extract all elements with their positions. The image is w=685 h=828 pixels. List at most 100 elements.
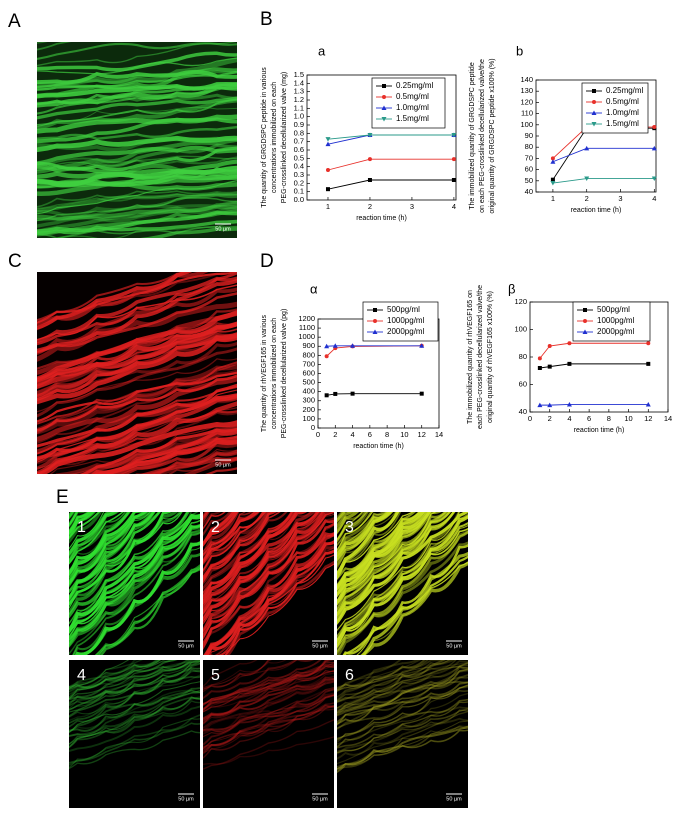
scale-label: 50 µm	[312, 796, 328, 802]
fiber	[337, 666, 468, 709]
micrograph	[69, 660, 200, 808]
legend-label: 1000pg/ml	[597, 316, 635, 325]
scale-label: 50 µm	[446, 643, 462, 649]
fiber	[69, 660, 139, 693]
y-tick-label: 1100	[299, 323, 315, 332]
fiber	[69, 512, 130, 564]
fiber	[69, 514, 200, 635]
fiber	[69, 512, 145, 583]
fiber	[93, 428, 237, 474]
marker	[381, 117, 387, 122]
fiber	[203, 663, 334, 712]
y-tick-label: 120	[514, 297, 527, 306]
fiber	[203, 512, 246, 553]
x-tick-label: 14	[435, 430, 443, 439]
fiber	[69, 512, 178, 616]
marker	[550, 156, 555, 161]
fiber	[37, 156, 237, 168]
marker	[372, 329, 378, 334]
fiber	[37, 114, 237, 134]
fiber	[74, 541, 200, 655]
marker	[419, 391, 424, 396]
y-tick-label: 50	[525, 176, 533, 185]
fiber	[37, 407, 237, 470]
fiber	[337, 524, 468, 649]
marker	[325, 187, 330, 192]
fiber	[337, 662, 468, 714]
fiber	[203, 512, 240, 557]
x-axis-label: reaction time (h)	[574, 427, 625, 434]
legend-label: 500pg/ml	[387, 305, 420, 314]
x-axis-label: reaction time (h)	[353, 443, 404, 450]
image-number: 3	[345, 519, 354, 536]
fiber	[69, 660, 160, 699]
fiber	[337, 530, 468, 655]
fiber	[69, 696, 200, 748]
fiber	[337, 512, 400, 578]
fiber	[69, 681, 200, 733]
marker	[325, 141, 331, 147]
y-tick-label: 0.4	[294, 162, 304, 171]
marker	[646, 341, 651, 346]
fiber	[337, 512, 426, 590]
marker	[582, 329, 588, 334]
fiber	[49, 425, 237, 474]
fiber	[337, 669, 468, 716]
series-line	[327, 134, 454, 140]
fiber	[37, 57, 237, 75]
fiber	[17, 18, 257, 33]
fiber	[91, 436, 237, 474]
y-tick-label: 60	[525, 165, 533, 174]
x-tick-label: 6	[368, 430, 372, 439]
fiber	[37, 393, 237, 462]
fiber	[69, 675, 200, 728]
legend-label: 1.0mg/ml	[606, 108, 639, 117]
fiber	[69, 660, 161, 691]
marker	[651, 145, 657, 151]
marker	[550, 177, 555, 182]
fiber	[69, 696, 200, 737]
fiber	[37, 106, 237, 128]
x-tick-label: 4	[350, 430, 354, 439]
fiber	[204, 467, 237, 474]
y-tick-label: 200	[302, 405, 315, 414]
legend-label: 0.25mg/ml	[396, 81, 434, 90]
fiber	[337, 512, 430, 598]
x-tick-label: 6	[587, 414, 591, 423]
fiber	[69, 661, 200, 710]
fiber	[69, 689, 200, 734]
y-tick-label: 60	[519, 379, 527, 388]
fiber	[337, 692, 468, 745]
fiber	[69, 512, 140, 577]
y-tick-label: 300	[302, 396, 315, 405]
y-tick-label: 70	[525, 153, 533, 162]
fiber	[37, 210, 237, 234]
fiber	[337, 512, 451, 624]
fiber	[38, 412, 237, 474]
fiber	[203, 512, 270, 581]
marker	[333, 391, 338, 396]
scale-label: 50 µm	[178, 796, 194, 802]
fiber	[203, 665, 334, 720]
fiber	[337, 664, 468, 712]
marker	[550, 181, 556, 186]
y-tick-label: 1.5	[294, 70, 304, 79]
marker	[583, 319, 587, 323]
scale-label: 50 µm	[446, 796, 462, 802]
x-tick-label: 0	[316, 430, 320, 439]
fiber	[69, 524, 200, 645]
micrograph	[17, 18, 257, 238]
fiber	[37, 347, 237, 418]
fiber	[37, 173, 237, 189]
panel-label: A	[8, 11, 21, 32]
fiber	[203, 664, 334, 711]
legend-label: 2000pg/ml	[387, 327, 425, 336]
fiber	[203, 660, 271, 690]
y-tick-label: 0.1	[294, 187, 304, 196]
y-tick-label: 0.9	[294, 120, 304, 129]
fiber	[69, 722, 200, 764]
fiber	[69, 512, 103, 544]
y-tick-label: 900	[302, 341, 315, 350]
fiber	[337, 512, 386, 554]
marker	[583, 308, 587, 312]
